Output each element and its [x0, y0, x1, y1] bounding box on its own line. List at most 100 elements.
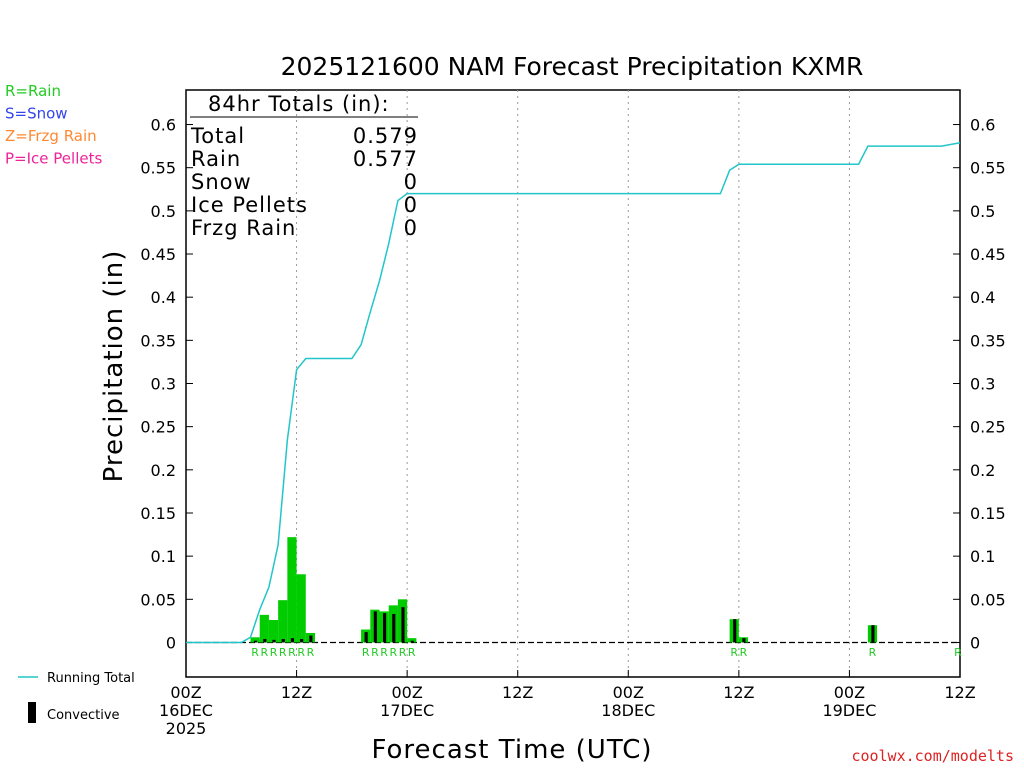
x-tick-label: 12Z [944, 683, 975, 702]
totals-row-value: 0.577 [353, 147, 418, 171]
x-axis-label: Forecast Time (UTC) [371, 735, 652, 765]
ptype-legend-item: R=Rain [5, 82, 61, 100]
y-tick-label-right: 0.6 [970, 116, 995, 135]
totals-row-label: Rain [191, 147, 241, 171]
precip-type-letter: R [251, 646, 259, 659]
precip-bar [296, 574, 306, 643]
x-tick-label: 00Z [391, 683, 422, 702]
y-tick-label: 0.45 [140, 245, 176, 264]
chart-title: 2025121600 NAM Forecast Precipitation KX… [281, 52, 864, 81]
x-tick-label: 00Z [613, 683, 644, 702]
totals-row-label: Ice Pellets [191, 193, 308, 217]
precip-type-letter: R [279, 646, 287, 659]
credit-text: coolwx.com/modelts [851, 747, 1014, 765]
y-tick-label-right: 0.4 [970, 288, 995, 307]
precip-bar [287, 537, 297, 643]
convective-bar [364, 632, 368, 643]
x-tick-label: 12Z [502, 683, 533, 702]
time-gridlines [296, 90, 850, 677]
x-tick-label: 16DEC [159, 701, 213, 720]
precip-bar [259, 614, 269, 643]
y-axis-left: 0 0.05 0.1 0.15 0.2 0.25 0.3 0.35 0.4 0.45 0.5 0.55… [140, 116, 193, 652]
convective-bar [309, 635, 313, 643]
precip-type-letter: R [399, 646, 407, 659]
precip-type-letter: R [307, 646, 315, 659]
totals-box: 84hr Totals (in): Total 0.579 Rain 0.577 Sno… [190, 92, 418, 240]
y-tick-label-right: 0.25 [970, 418, 1006, 437]
x-tick-label: 00Z [170, 683, 201, 702]
y-tick-label-right: 0.1 [970, 547, 995, 566]
precip-type-letter: R [408, 646, 416, 659]
convective-bar [281, 639, 285, 643]
y-tick-label-right: 0.3 [970, 375, 995, 394]
convective-bar [290, 638, 294, 643]
precip-type-letter: R [260, 646, 268, 659]
convective-bar [742, 638, 746, 643]
y-tick-label: 0.25 [140, 418, 176, 437]
precip-type-letter: R [288, 646, 296, 659]
convective-bar [263, 639, 267, 643]
precip-bar [278, 600, 288, 643]
precip-type-letter: R [362, 646, 370, 659]
precip-type-letter: R [270, 646, 278, 659]
y-tick-label-right: 0 [970, 633, 980, 652]
ptype-legend-item: P=Ice Pellets [5, 150, 102, 168]
totals-row-value: 0 [404, 170, 418, 194]
convective-bar [300, 639, 304, 643]
precip-type-letter: R [389, 646, 397, 659]
totals-row-value: 0 [404, 216, 418, 240]
precip-bar [250, 637, 260, 643]
y-tick-label-right: 0.05 [970, 590, 1006, 609]
precip-type-letter: R [730, 646, 738, 659]
convective-bar [871, 625, 875, 643]
y-tick-label: 0.35 [140, 331, 176, 350]
y-axis-right: 0 0.05 0.1 0.15 0.2 0.25 0.3 0.35 0.4 0.45 0.5 0.55… [953, 116, 1006, 652]
precip-type-letter: R [740, 646, 748, 659]
precip-type-letter: R [371, 646, 379, 659]
totals-row-value: 0 [404, 193, 418, 217]
precip-bar [268, 620, 279, 643]
y-axis-label: Precipitation (in) [99, 250, 129, 483]
convective-bar [392, 613, 396, 643]
x-tick-label: 2025 [166, 719, 207, 738]
y-tick-label: 0.1 [151, 547, 176, 566]
precip-type-legend: R=Rain S=Snow Z=Frzg Rain P=Ice Pellets [5, 82, 102, 168]
y-tick-label-right: 0.45 [970, 245, 1006, 264]
y-tick-label: 0.15 [140, 504, 176, 523]
y-tick-label-right: 0.55 [970, 159, 1006, 178]
running-total-line [186, 141, 961, 644]
totals-row-label: Frzg Rain [191, 216, 296, 240]
y-tick-label: 0.05 [140, 590, 176, 609]
convective-bar [410, 640, 414, 643]
x-tick-label: 12Z [281, 683, 312, 702]
y-tick-label: 0.55 [140, 159, 176, 178]
y-tick-label-right: 0.15 [970, 504, 1006, 523]
hourly-precip-bars [250, 537, 878, 643]
totals-row-value: 0.579 [353, 124, 418, 148]
x-tick-label: 00Z [834, 683, 865, 702]
convective-bar [383, 613, 387, 643]
convective-bar [254, 640, 258, 643]
totals-row-label: Total [190, 124, 245, 148]
precip-type-letter: R [297, 646, 305, 659]
y-tick-label: 0.4 [151, 288, 176, 307]
y-tick-label-right: 0.35 [970, 331, 1006, 350]
ptype-legend-item: Z=Frzg Rain [5, 127, 97, 145]
y-tick-label-right: 0.5 [970, 202, 995, 221]
y-tick-label: 0 [166, 633, 176, 652]
precip-type-letter: R [954, 646, 962, 659]
precip-type-letter: R [380, 646, 388, 659]
y-tick-label-right: 0.2 [970, 461, 995, 480]
series-legend: Running Total Convective [18, 671, 135, 723]
x-tick-label: 19DEC [822, 701, 876, 720]
convective-bar [272, 639, 276, 643]
convective-bar [733, 619, 737, 643]
y-tick-label: 0.3 [151, 375, 176, 394]
precip-bar [407, 638, 417, 643]
running-total-legend-label: Running Total [47, 671, 135, 686]
totals-row-label: Snow [191, 170, 252, 194]
convective-bar [373, 611, 377, 643]
x-tick-label: 17DEC [380, 701, 434, 720]
